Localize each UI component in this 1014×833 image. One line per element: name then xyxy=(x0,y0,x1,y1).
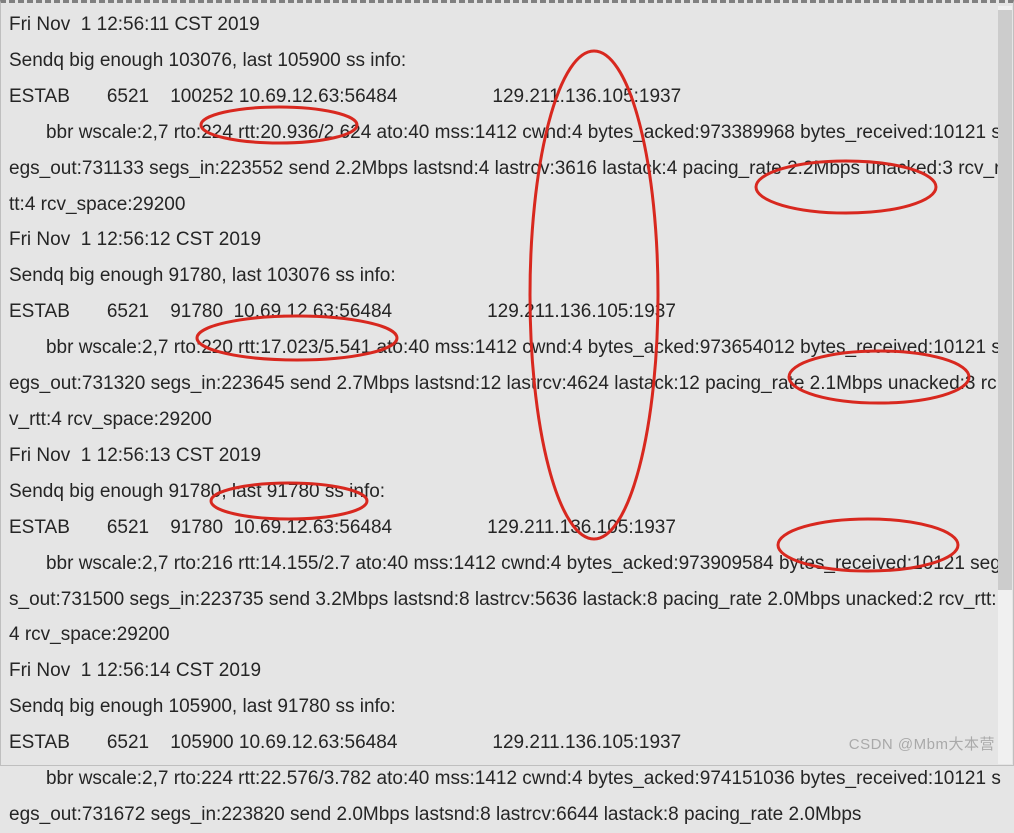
watermark: CSDN @Mbm大本营 xyxy=(849,731,995,759)
log-line: bbr wscale:2,7 rto:220 rtt:17.023/5.541 … xyxy=(9,337,1001,430)
log-line: ESTAB 6521 100252 10.69.12.63:56484 129.… xyxy=(9,86,681,107)
log-line: ESTAB 6521 105900 10.69.12.63:56484 129.… xyxy=(9,732,681,753)
log-line: ESTAB 6521 91780 10.69.12.63:56484 129.2… xyxy=(9,301,676,322)
log-line: ESTAB 6521 91780 10.69.12.63:56484 129.2… xyxy=(9,517,676,538)
log-line: bbr wscale:2,7 rto:224 rtt:22.576/3.782 … xyxy=(9,768,1001,825)
log-line: Fri Nov 1 12:56:12 CST 2019 xyxy=(9,229,261,250)
scrollbar-thumb[interactable] xyxy=(998,10,1012,590)
log-line: Sendq big enough 91780, last 91780 ss in… xyxy=(9,481,385,502)
log-line: Fri Nov 1 12:56:13 CST 2019 xyxy=(9,445,261,466)
vertical-scrollbar[interactable] xyxy=(998,6,1012,764)
log-line: Sendq big enough 91780, last 103076 ss i… xyxy=(9,265,396,286)
log-line: bbr wscale:2,7 rto:224 rtt:20.936/2.624 … xyxy=(9,122,1001,215)
log-line: Sendq big enough 103076, last 105900 ss … xyxy=(9,50,406,71)
log-line: Sendq big enough 105900, last 91780 ss i… xyxy=(9,696,396,717)
log-line: Fri Nov 1 12:56:11 CST 2019 xyxy=(9,14,260,35)
terminal-log: Fri Nov 1 12:56:11 CST 2019 Sendq big en… xyxy=(1,3,1013,833)
log-line: bbr wscale:2,7 rto:216 rtt:14.155/2.7 at… xyxy=(9,553,1001,646)
log-line: Fri Nov 1 12:56:14 CST 2019 xyxy=(9,660,261,681)
